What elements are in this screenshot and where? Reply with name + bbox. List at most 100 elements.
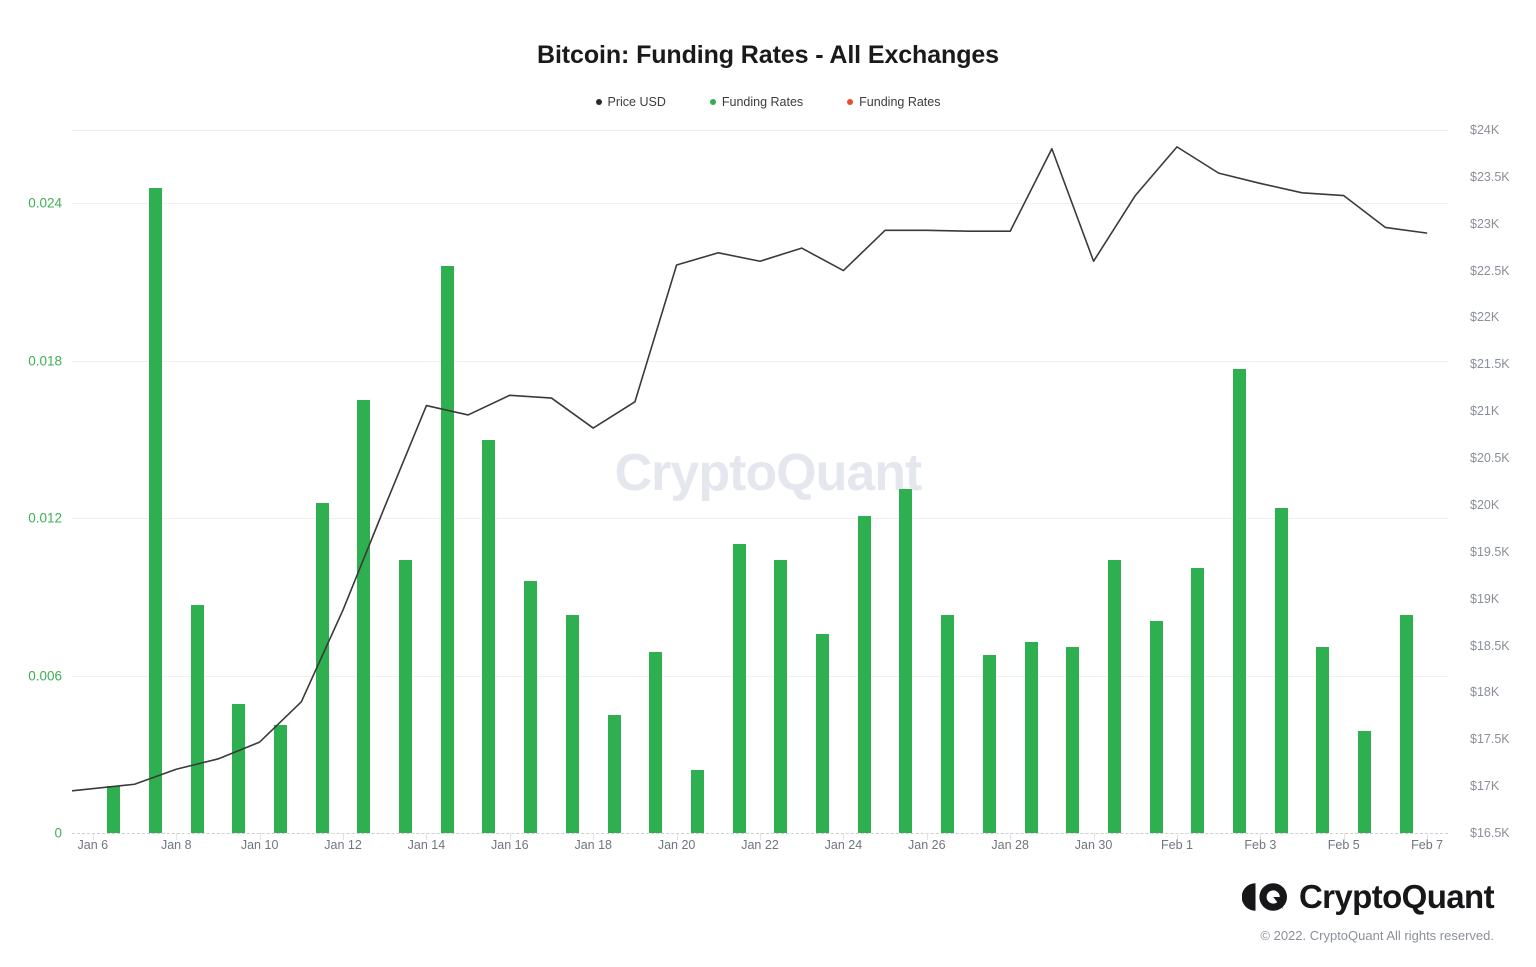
x-axis-tick-label: Jan 22 xyxy=(741,838,779,852)
x-tick-mark xyxy=(676,833,678,840)
y-axis-right-tick-label: $17.5K xyxy=(1470,732,1510,747)
x-axis-tick-label: Feb 7 xyxy=(1411,838,1444,852)
x-tick-mark xyxy=(926,833,928,840)
bar[interactable] xyxy=(524,581,538,833)
bar[interactable] xyxy=(273,725,287,833)
bar[interactable] xyxy=(1191,568,1205,833)
y-axis-left: 0 0.006 0.012 0.018 0.024 xyxy=(0,130,62,841)
bar[interactable] xyxy=(565,615,579,833)
bar[interactable] xyxy=(1024,641,1038,833)
gridline xyxy=(72,675,1448,677)
bar[interactable] xyxy=(982,654,996,833)
x-tick-mark xyxy=(593,833,595,840)
x-axis-tick-label: Jan 6 xyxy=(77,838,109,852)
cryptoquant-logo-icon xyxy=(1241,882,1288,912)
bar[interactable] xyxy=(899,489,913,833)
y-axis-right-tick-label: $19K xyxy=(1470,591,1500,606)
bar[interactable] xyxy=(941,615,955,833)
x-axis-tick-label: Feb 5 xyxy=(1327,838,1360,852)
bar[interactable] xyxy=(649,652,663,833)
y-axis-right-tick-label: $23K xyxy=(1470,216,1500,231)
x-tick-mark xyxy=(343,833,345,840)
x-axis: Jan 6 Jan 8 Jan 10 Jan 12 Jan 14 Jan 16 Jan 18… xyxy=(72,838,1448,862)
bar[interactable] xyxy=(1274,507,1288,833)
x-tick-mark xyxy=(259,833,261,840)
y-axis-left-tick-label: 0.012 xyxy=(28,510,62,526)
legend-marker-icon xyxy=(709,99,716,105)
bar[interactable] xyxy=(107,785,121,833)
y-axis-right-tick-label: $24K xyxy=(1470,123,1500,137)
x-tick-mark xyxy=(1010,833,1012,840)
bar[interactable] xyxy=(357,400,371,833)
y-axis-right-tick-label: $23.5K xyxy=(1470,169,1510,184)
legend-item-funding-rates-negative[interactable]: Funding Rates xyxy=(847,95,940,109)
price-line xyxy=(72,147,1427,791)
bar[interactable] xyxy=(857,515,871,833)
price-line-chart xyxy=(72,130,1448,833)
y-axis-right-tick-label: $20K xyxy=(1470,497,1500,512)
watermark: CryptoQuant xyxy=(614,444,923,502)
x-axis-tick-label: Jan 28 xyxy=(991,838,1029,852)
legend-item-funding-rates-positive[interactable]: Funding Rates xyxy=(709,95,804,109)
bar[interactable] xyxy=(190,604,204,833)
plot-area xyxy=(72,130,1448,840)
bar[interactable] xyxy=(1149,620,1163,833)
y-axis-right: $16.5K $17K $17.5K $18K $18.5K $19K $19.5K $20K… xyxy=(1470,123,1536,840)
bar[interactable] xyxy=(232,704,246,833)
y-axis-right-tick-label: $20.5K xyxy=(1470,451,1510,466)
bar[interactable] xyxy=(440,266,454,833)
x-axis-tick-label: Jan 8 xyxy=(160,838,192,852)
x-tick-mark xyxy=(1176,833,1178,840)
gridline xyxy=(72,518,1448,520)
bar[interactable] xyxy=(1316,646,1330,833)
x-tick-mark xyxy=(92,833,94,840)
y-axis-right-tick-label: $22.5K xyxy=(1470,263,1510,278)
x-axis-tick-label: Jan 20 xyxy=(657,838,696,852)
x-axis-tick-label: Feb 1 xyxy=(1160,838,1193,852)
x-axis-tick-label: Jan 12 xyxy=(324,838,362,852)
x-axis-tick-label: Jan 30 xyxy=(1074,838,1113,852)
y-axis-right-tick-label: $18K xyxy=(1470,685,1500,700)
bar[interactable] xyxy=(816,633,830,833)
legend-item-price-usd[interactable]: Price USD xyxy=(595,95,666,109)
bar[interactable] xyxy=(148,187,162,833)
x-tick-mark xyxy=(1343,833,1345,840)
bar[interactable] xyxy=(607,714,621,833)
x-tick-mark xyxy=(843,833,845,840)
bar[interactable] xyxy=(1358,730,1372,833)
gridline xyxy=(72,360,1448,362)
x-tick-mark xyxy=(509,833,511,840)
x-axis-tick-label: Jan 26 xyxy=(908,838,946,852)
bar[interactable] xyxy=(732,544,746,833)
y-axis-right-tick-label: $21.5K xyxy=(1470,357,1510,372)
x-tick-mark xyxy=(1427,833,1429,840)
bar[interactable] xyxy=(1399,615,1413,833)
legend-item-label: Price USD xyxy=(607,95,666,109)
x-axis-tick-label: Jan 14 xyxy=(407,838,446,852)
bar[interactable] xyxy=(690,770,704,833)
bar[interactable] xyxy=(1066,646,1080,833)
x-tick-mark xyxy=(176,833,178,840)
y-axis-left-tick-label: 0.006 xyxy=(28,668,62,684)
brand-logo: CryptoQuant xyxy=(1241,880,1495,913)
x-tick-mark xyxy=(1260,833,1262,840)
y-axis-right-tick-label: $22K xyxy=(1470,310,1500,325)
legend-item-label: Funding Rates xyxy=(721,95,804,109)
x-axis-tick-label: Jan 10 xyxy=(240,838,279,852)
gridline xyxy=(72,203,1448,205)
y-axis-right-tick-label: $16.5K xyxy=(1470,826,1510,840)
x-tick-mark xyxy=(426,833,428,840)
y-axis-right-tick-label: $18.5K xyxy=(1470,638,1510,653)
y-axis-right-tick-label: $19.5K xyxy=(1470,544,1510,559)
x-axis-tick-label: Jan 16 xyxy=(491,838,529,852)
bar[interactable] xyxy=(482,439,496,833)
bar[interactable] xyxy=(399,560,413,833)
y-axis-left-tick-label: 0.024 xyxy=(28,195,62,211)
x-axis-tick-label: Feb 3 xyxy=(1244,838,1277,852)
x-axis-tick-label: Jan 24 xyxy=(824,838,863,852)
bar[interactable] xyxy=(315,502,329,833)
bar[interactable] xyxy=(774,560,788,833)
bar[interactable] xyxy=(1107,560,1121,833)
bar[interactable] xyxy=(1233,368,1246,833)
